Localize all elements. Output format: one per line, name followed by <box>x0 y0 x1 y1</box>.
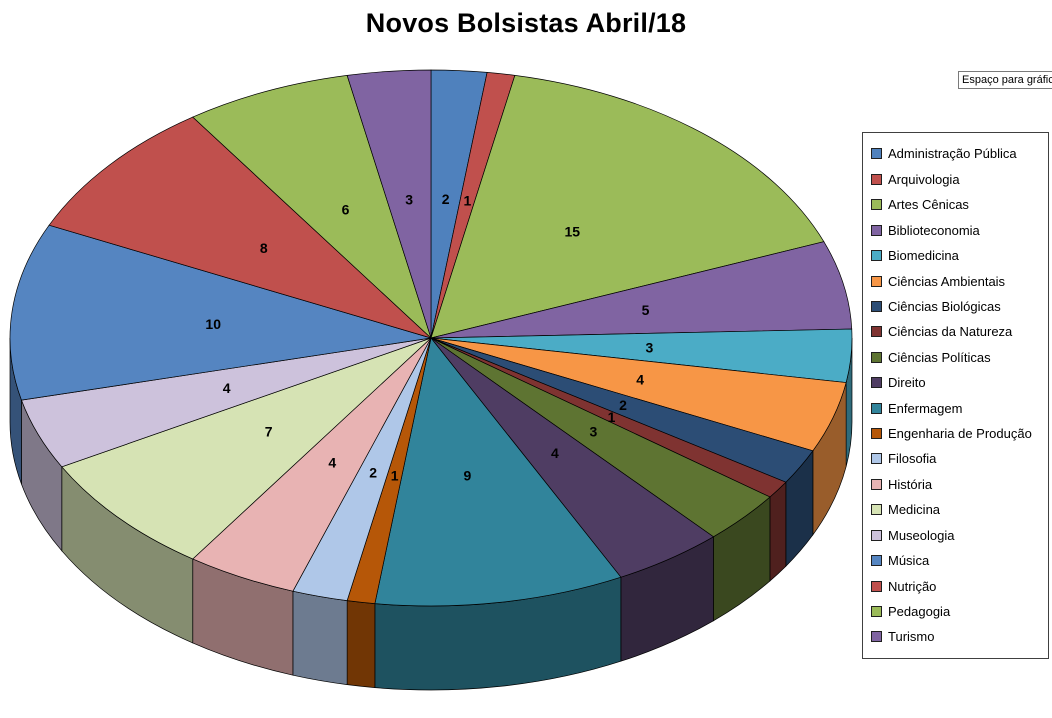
legend-item[interactable]: Música <box>871 553 1048 568</box>
legend-item[interactable]: Medicina <box>871 502 1048 517</box>
pie-slice[interactable] <box>346 69 432 339</box>
legend-swatch-icon <box>871 300 882 312</box>
legend-item[interactable]: Arquivologia <box>871 172 1048 187</box>
chart-legend: Administração Pública Arquivologia Artes C… <box>862 132 1049 659</box>
pie-slice[interactable] <box>430 74 825 339</box>
legend-item[interactable]: Museologia <box>871 528 1048 543</box>
legend-item[interactable]: Biomedicina <box>871 248 1048 263</box>
legend-swatch-icon <box>871 504 882 516</box>
legend-item[interactable]: Artes Cênicas <box>871 197 1048 212</box>
legend-label: Enfermagem <box>888 400 963 416</box>
legend-item[interactable]: Filosofia <box>871 451 1048 466</box>
legend-item[interactable]: História <box>871 477 1048 492</box>
data-label: 1 <box>464 193 472 209</box>
data-label: 8 <box>260 240 268 256</box>
legend-item[interactable]: Engenharia de Produção <box>871 426 1048 441</box>
legend-swatch-icon <box>871 351 882 363</box>
data-label: 9 <box>464 467 472 483</box>
pie-slice[interactable] <box>374 337 622 607</box>
legend-label: Direito <box>888 375 926 391</box>
legend-label: Administração Pública <box>888 146 1017 162</box>
legend-label: Biomedicina <box>888 248 959 264</box>
legend-label: História <box>888 476 933 492</box>
legend-item[interactable]: Turismo <box>871 629 1048 644</box>
pie-slice[interactable] <box>192 74 432 340</box>
legend-item[interactable]: Ciências da Natureza <box>871 324 1048 339</box>
data-label: 1 <box>391 467 399 483</box>
legend-label: Museologia <box>888 527 955 543</box>
legend-label: Medicina <box>888 502 941 518</box>
legend-label: Ciências Ambientais <box>888 273 1006 289</box>
data-label: 2 <box>619 397 627 413</box>
legend-label: Nutrição <box>888 578 937 594</box>
legend-swatch-icon <box>871 606 882 618</box>
legend-swatch-icon <box>871 529 882 541</box>
legend-swatch-icon <box>871 555 882 567</box>
legend-label: Ciências Biológicas <box>888 298 1001 314</box>
legend-swatch-icon <box>871 224 882 236</box>
pie-slice-side <box>769 481 787 582</box>
legend-item[interactable]: Direito <box>871 375 1048 390</box>
legend-label: Ciências Políticas <box>888 349 991 365</box>
legend-label: Pedagogia <box>888 604 951 620</box>
legend-label: Biblioteconomia <box>888 222 980 238</box>
legend-label: Artes Cênicas <box>888 197 969 213</box>
legend-swatch-icon <box>871 173 882 185</box>
legend-label: Arquivologia <box>888 171 960 187</box>
legend-swatch-icon <box>871 402 882 414</box>
legend-item[interactable]: Administração Pública <box>871 146 1048 161</box>
legend-label: Música <box>888 553 930 569</box>
floating-textbox[interactable]: Espaço para gráfic <box>958 71 1052 89</box>
legend-label: Filosofia <box>888 451 937 467</box>
chart-title[interactable]: Novos Bolsistas Abril/18 <box>365 8 687 38</box>
legend-item[interactable]: Pedagogia <box>871 604 1048 619</box>
pie-slice[interactable] <box>61 337 432 560</box>
data-label: 7 <box>265 424 273 440</box>
legend-item[interactable]: Nutrição <box>871 579 1048 594</box>
legend-swatch-icon <box>871 428 882 440</box>
data-label: 6 <box>342 202 350 218</box>
legend-item[interactable]: Enfermagem <box>871 401 1048 416</box>
legend-label: Turismo <box>888 629 935 645</box>
pie-slice[interactable] <box>9 224 432 401</box>
pie-slice-side <box>292 590 348 686</box>
data-label: 15 <box>565 224 581 240</box>
data-label: 1 <box>608 409 616 425</box>
data-label: 3 <box>405 191 413 207</box>
legend-swatch-icon <box>871 631 882 643</box>
data-label: 2 <box>442 191 450 207</box>
legend-item[interactable]: Biblioteconomia <box>871 223 1048 238</box>
data-label: 4 <box>551 445 559 461</box>
data-label: 4 <box>328 454 336 470</box>
legend-label: Ciências da Natureza <box>888 324 1013 340</box>
legend-swatch-icon <box>871 275 882 287</box>
data-label: 10 <box>205 316 221 332</box>
pie-slice[interactable] <box>430 241 853 339</box>
data-label: 4 <box>223 380 231 396</box>
data-label: 3 <box>646 339 654 355</box>
legend-swatch-icon <box>871 199 882 211</box>
data-label: 3 <box>590 424 598 440</box>
legend-item[interactable]: Ciências Ambientais <box>871 274 1048 289</box>
legend-swatch-icon <box>871 478 882 490</box>
data-label: 4 <box>636 371 644 387</box>
legend-item[interactable]: Ciências Políticas <box>871 350 1048 365</box>
legend-swatch-icon <box>871 250 882 262</box>
data-label: 2 <box>369 464 377 480</box>
pie-slice-side <box>346 600 376 688</box>
legend-swatch-icon <box>871 453 882 465</box>
data-label: 5 <box>642 302 650 318</box>
legend-swatch-icon <box>871 148 882 160</box>
pie-slice[interactable] <box>48 116 432 339</box>
legend-swatch-icon <box>871 377 882 389</box>
legend-item[interactable]: Ciências Biológicas <box>871 299 1048 314</box>
legend-swatch-icon <box>871 326 882 338</box>
legend-swatch-icon <box>871 580 882 592</box>
legend-label: Engenharia de Produção <box>888 426 1032 442</box>
